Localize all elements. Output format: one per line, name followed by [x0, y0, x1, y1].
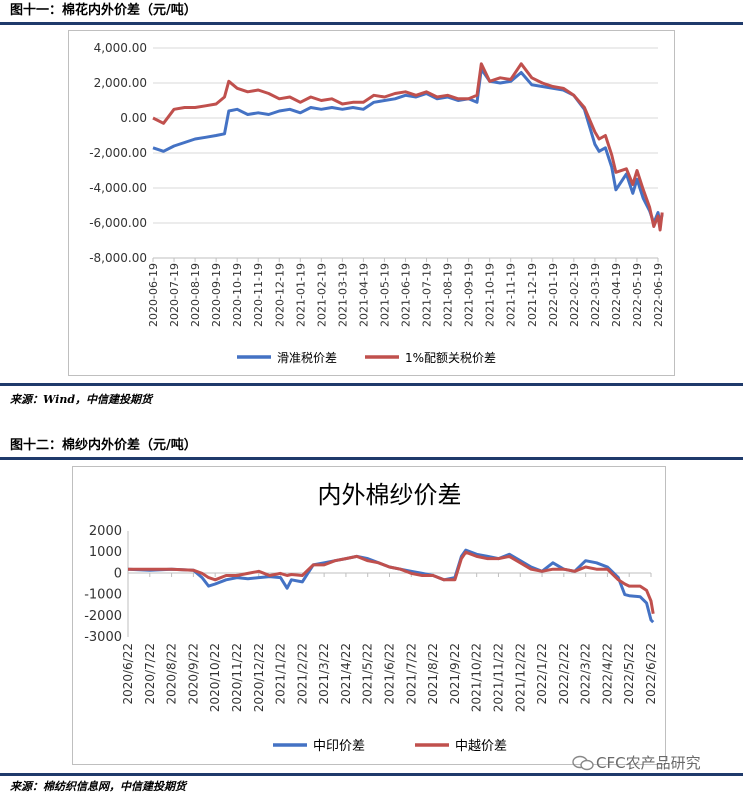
- figure1-y-tick-label: -6,000.00: [89, 216, 147, 230]
- figure2-x-tick-label: 2022/3/22: [579, 643, 593, 705]
- figure2-x-tick-label: 2022/1/22: [535, 643, 549, 705]
- figure2-x-tick-label: 2020/8/22: [165, 643, 179, 705]
- figure1-x-tick-label: 2020-11-19: [252, 263, 265, 327]
- figure2-legend-label-2: 中越价差: [455, 739, 507, 754]
- figure1-y-tick-label: 0.00: [120, 111, 147, 125]
- figure1-legend-label-1: 滑准税价差: [277, 351, 337, 365]
- figure2-x-tick-label: 2020/9/22: [186, 643, 200, 705]
- figure1-series-line-1: [152, 67, 664, 225]
- figure2-x-tick-label: 2020/11/22: [230, 643, 244, 712]
- figure2-x-tick-label: 2020/6/22: [121, 643, 135, 705]
- figure2-y-tick-label: 0: [114, 566, 122, 581]
- figure2-x-tick-label: 2020/12/22: [252, 643, 266, 712]
- figure1-x-tick-label: 2021-09-19: [463, 263, 476, 327]
- watermark: CFC农产品研究: [596, 754, 701, 772]
- figure1-title-rule: [0, 22, 743, 25]
- figure1-bottom-rule: [0, 383, 743, 386]
- figure1-x-tick-label: 2022-01-19: [547, 263, 560, 327]
- figure2-series-line-2: [128, 550, 655, 614]
- figure2-x-tick-label: 2021/8/22: [426, 643, 440, 705]
- figure1-x-tick-label: 2021-05-19: [378, 263, 391, 327]
- figure1-x-tick-label: 2020-12-19: [273, 263, 286, 327]
- figure1-x-tick-label: 2021-11-19: [505, 263, 518, 327]
- figure1-x-tick-label: 2021-02-19: [315, 263, 328, 327]
- figure2-series-line-1: [127, 548, 655, 624]
- figure2-x-tick-label: 2021/5/22: [361, 643, 375, 705]
- figure1-x-tick-label: 2020-08-19: [189, 263, 202, 327]
- figure2-x-tick-label: 2022/5/22: [622, 643, 636, 705]
- figure2-y-tick-label: 1000: [89, 545, 122, 560]
- figure2-x-tick-label: 2021/4/22: [339, 643, 353, 705]
- figure2-x-tick-label: 2021/2/22: [295, 643, 309, 705]
- figure2-x-tick-label: 2020/10/22: [208, 643, 222, 712]
- figure2-x-tick-label: 2022/4/22: [600, 643, 614, 705]
- figure1-x-tick-label: 2020-07-19: [168, 263, 181, 327]
- figure2-bottom-rule: [0, 773, 743, 776]
- figure1-x-tick-label: 2021-07-19: [421, 263, 434, 327]
- figure1-x-tick-label: 2022-03-19: [589, 263, 602, 327]
- figure2-title: 图十二：棉纱内外价差（元/吨）: [10, 438, 197, 453]
- figure2-title-rule: [0, 457, 743, 460]
- figure2-x-tick-label: 2021/11/22: [491, 643, 505, 712]
- figure2-x-tick-label: 2021/9/22: [448, 643, 462, 705]
- figure2-x-tick-label: 2021/1/22: [274, 643, 288, 705]
- figure2-y-tick-label: -1000: [84, 588, 122, 603]
- figure1-y-tick-label: -2,000.00: [89, 146, 147, 160]
- figure1-x-tick-label: 2021-10-19: [484, 263, 497, 327]
- figure1-y-tick-label: 4,000.00: [94, 41, 147, 55]
- figure2-source: 来源：棉纺织信息网，中信建投期货: [10, 780, 186, 793]
- figure1-x-tick-label: 2022-02-19: [568, 263, 581, 327]
- figure1-x-tick-label: 2021-12-19: [526, 263, 539, 327]
- figure1-x-tick-label: 2021-03-19: [336, 263, 349, 327]
- figure1-x-tick-label: 2021-08-19: [442, 263, 455, 327]
- figure1-y-tick-label: -4,000.00: [89, 181, 147, 195]
- figure1-x-tick-label: 2021-06-19: [400, 263, 413, 327]
- figure2-y-tick-label: -3000: [84, 630, 122, 645]
- figure1-chart: 4,000.00 2,000.00 0.00 -2,000.00 -4,000.00 -6…: [89, 41, 665, 365]
- figure1-x-tick-label: 2022-05-19: [631, 263, 644, 327]
- figure2-x-tick-label: 2021/12/22: [513, 643, 527, 712]
- figure2-x-tick-label: 2020/7/22: [143, 643, 157, 705]
- figure1-x-tick-label: 2020-06-19: [147, 263, 160, 327]
- figure1-legend-label-2: 1%配额关税价差: [405, 351, 496, 365]
- figure2-x-tick-label: 2021/10/22: [470, 643, 484, 712]
- figure1-x-tick-label: 2022-06-19: [652, 263, 665, 327]
- figure2-x-tick-label: 2021/7/22: [404, 643, 418, 705]
- figure1-x-tick-label: 2021-01-19: [294, 263, 307, 327]
- figure2-y-tick-label: 2000: [89, 524, 122, 539]
- figure2-legend-label-1: 中印价差: [313, 739, 365, 754]
- figure1-y-tick-label: -8,000.00: [89, 251, 147, 265]
- figure2-x-tick-label: 2022/6/22: [644, 643, 658, 705]
- figure1-x-tick-label: 2020-09-19: [210, 263, 223, 327]
- figure1-source: 来源：Wind，中信建投期货: [10, 393, 153, 406]
- wechat-icon: [572, 755, 594, 771]
- figure1-y-tick-label: 2,000.00: [94, 76, 147, 90]
- figure2-x-tick-label: 2021/6/22: [383, 643, 397, 705]
- figure1-x-tick-label: 2022-04-19: [610, 263, 623, 327]
- figure1-title: 图十一：棉花内外价差（元/吨）: [10, 3, 197, 18]
- figure1-chart-frame: 4,000.00 2,000.00 0.00 -2,000.00 -4,000.00 -6…: [68, 30, 675, 376]
- figure2-chart-title: 内外棉纱价差: [318, 481, 462, 509]
- figure1-x-tick-label: 2020-10-19: [231, 263, 244, 327]
- figure2-x-tick-label: 2021/3/22: [317, 643, 331, 705]
- figure1-x-tick-label: 2021-04-19: [357, 263, 370, 327]
- figure2-chart-frame: 内外棉纱价差 2000 1000 0 -1000 -2000 -3000 2020/6/22 2…: [72, 466, 666, 765]
- figure2-x-tick-label: 2022/2/22: [557, 643, 571, 705]
- figure2-y-tick-label: -2000: [84, 609, 122, 624]
- figure1-series-line-2: [152, 62, 664, 232]
